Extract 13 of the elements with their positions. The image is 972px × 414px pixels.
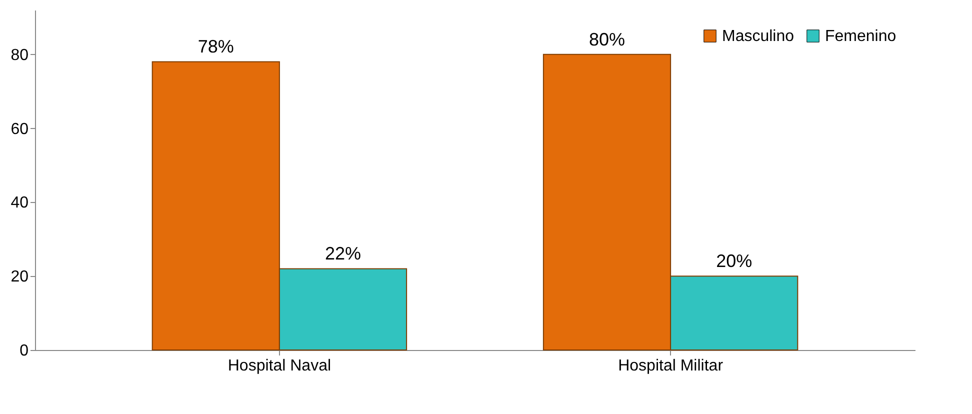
y-tick-label: 60 bbox=[10, 120, 29, 138]
x-tick-label: Hospital Militar bbox=[618, 358, 724, 374]
data-label: 20% bbox=[716, 251, 752, 272]
data-label: 22% bbox=[324, 244, 362, 264]
data-label: 80% bbox=[588, 29, 626, 50]
legend-label: Femenino bbox=[825, 28, 896, 45]
x-tick-label: Hospital Naval bbox=[228, 358, 332, 374]
y-tick-label: 0 bbox=[20, 342, 29, 360]
y-tick-label: 20 bbox=[10, 268, 29, 286]
data-label: 78% bbox=[198, 36, 234, 57]
y-tick-label: 80 bbox=[10, 46, 29, 64]
y-tick-label: 40 bbox=[10, 194, 29, 212]
legend-label: Masculino bbox=[722, 28, 794, 45]
